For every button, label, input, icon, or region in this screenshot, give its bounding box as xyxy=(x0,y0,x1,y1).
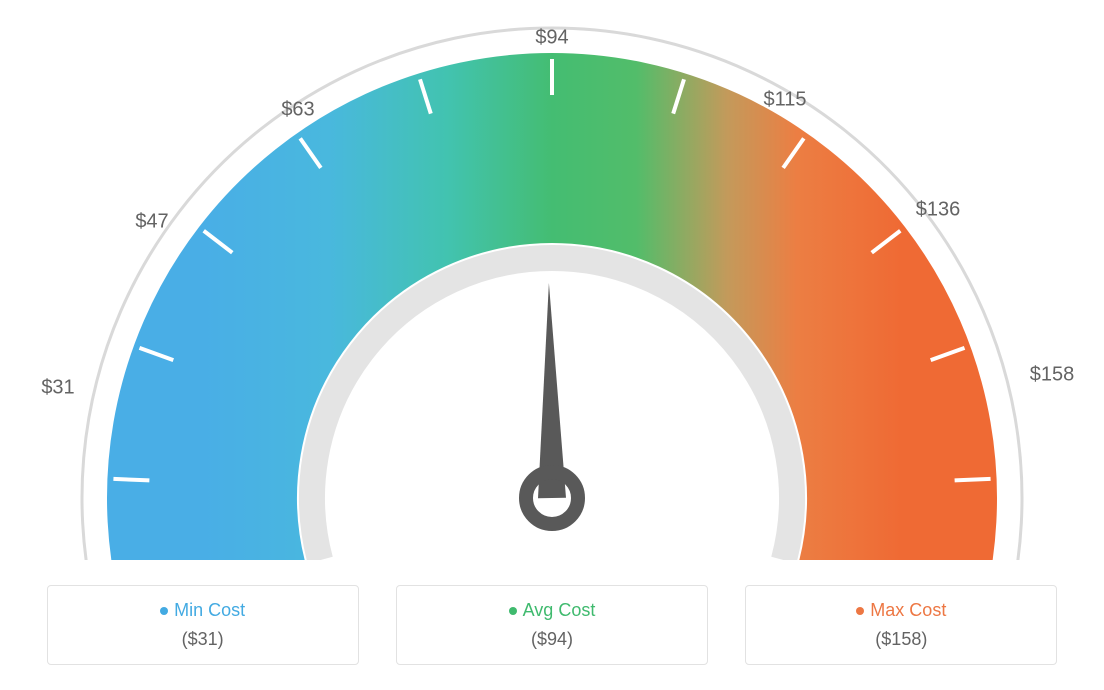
dot-icon xyxy=(509,607,517,615)
gauge-tick-label: $136 xyxy=(916,199,961,222)
gauge-tick-label: $94 xyxy=(535,27,568,50)
gauge-tick-label: $115 xyxy=(763,89,806,112)
gauge-tick-label: $31 xyxy=(41,377,74,400)
legend-avg: Avg Cost ($94) xyxy=(396,585,708,665)
legend-max-value: ($158) xyxy=(746,629,1056,650)
legend-avg-value: ($94) xyxy=(397,629,707,650)
legend-avg-label: Avg Cost xyxy=(523,600,596,620)
legend-min-title: Min Cost xyxy=(48,600,358,621)
gauge-tick-label: $47 xyxy=(135,211,168,234)
legend-max-label: Max Cost xyxy=(870,600,946,620)
legend-avg-title: Avg Cost xyxy=(397,600,707,621)
gauge-chart: $31 $47 $63 $94 $115 $136 $158 xyxy=(0,0,1104,560)
legend-min-label: Min Cost xyxy=(174,600,245,620)
legend-max: Max Cost ($158) xyxy=(745,585,1057,665)
dot-icon xyxy=(856,607,864,615)
legend-min: Min Cost ($31) xyxy=(47,585,359,665)
dot-icon xyxy=(160,607,168,615)
legend-row: Min Cost ($31) Avg Cost ($94) Max Cost (… xyxy=(0,585,1104,665)
gauge-tick-label: $63 xyxy=(281,99,314,122)
legend-max-title: Max Cost xyxy=(746,600,1056,621)
legend-min-value: ($31) xyxy=(48,629,358,650)
gauge-tick-label: $158 xyxy=(1030,364,1075,387)
chart-container: $31 $47 $63 $94 $115 $136 $158 Min Cost ($31) … xyxy=(0,0,1104,690)
